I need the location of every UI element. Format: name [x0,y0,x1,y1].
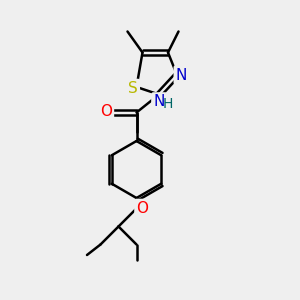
Text: O: O [136,201,148,216]
Text: H: H [162,98,173,111]
Text: S: S [128,81,138,96]
Text: N: N [154,94,165,110]
Text: O: O [100,103,112,118]
Text: N: N [176,68,187,82]
